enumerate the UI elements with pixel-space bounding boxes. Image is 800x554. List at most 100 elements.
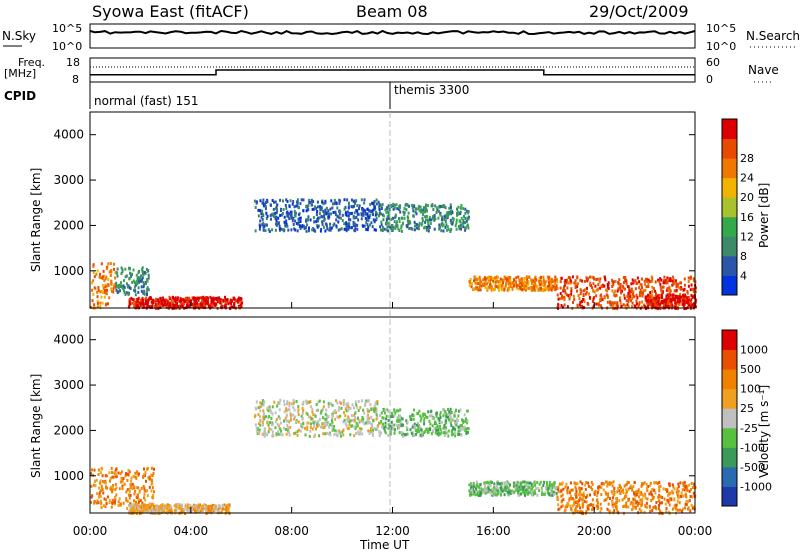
heatmap-cell: [618, 278, 621, 282]
heatmap-cell: [400, 431, 403, 435]
heatmap-cell: [633, 492, 636, 496]
colorbar-swatch: [722, 408, 737, 429]
heatmap-cell: [330, 199, 333, 203]
heatmap-cell: [632, 503, 635, 507]
heatmap-cell: [133, 299, 136, 303]
heatmap-cell: [355, 215, 358, 219]
heatmap-cell: [193, 506, 196, 510]
heatmap-cell: [133, 510, 136, 513]
heatmap-cell: [137, 508, 140, 512]
heatmap-cell: [534, 280, 537, 283]
heatmap-cell: [457, 414, 460, 418]
heatmap-cell: [151, 301, 154, 305]
heatmap-cell: [381, 416, 384, 420]
heatmap-cell: [638, 286, 641, 290]
heatmap-cell: [167, 299, 170, 303]
heatmap-cell: [309, 405, 312, 409]
heatmap-cell: [586, 279, 589, 283]
heatmap-cell: [117, 503, 120, 507]
heatmap-cell: [424, 225, 427, 229]
heatmap-cell: [473, 279, 475, 283]
heatmap-cell: [604, 498, 607, 502]
heatmap-cell: [331, 416, 334, 420]
heatmap-cell: [286, 400, 289, 404]
heatmap-cell: [115, 475, 118, 479]
heatmap-cell: [367, 429, 370, 433]
heatmap-cell: [330, 226, 333, 230]
heatmap-cell: [137, 496, 139, 500]
heatmap-cell: [474, 281, 477, 285]
heatmap-cell: [507, 279, 510, 283]
heatmap-cell: [280, 429, 283, 433]
time-tick-label: 00:00: [678, 524, 713, 538]
heatmap-cell: [265, 200, 267, 204]
heatmap-cell: [375, 428, 378, 431]
heatmap-cell: [484, 491, 487, 495]
heatmap-cell: [231, 299, 233, 303]
heatmap-cell: [107, 277, 110, 281]
heatmap-cell: [464, 211, 467, 215]
heatmap-cell: [147, 276, 150, 280]
heatmap-cell: [102, 269, 105, 273]
heatmap-cell: [101, 479, 104, 483]
heatmap-cell: [579, 300, 582, 304]
heatmap-cell: [451, 222, 454, 226]
heatmap-cell: [413, 426, 416, 430]
heatmap-cell: [138, 472, 140, 476]
heatmap-cell: [498, 285, 501, 289]
heatmap-cell: [572, 294, 575, 298]
heatmap-cell: [617, 486, 620, 490]
heatmap-cell: [668, 293, 671, 297]
heatmap-cell: [290, 213, 293, 217]
heatmap-cell: [557, 503, 560, 507]
heatmap-cell: [387, 217, 390, 221]
heatmap-cell: [353, 419, 356, 423]
heatmap-cell: [134, 506, 137, 510]
heatmap-cell: [662, 303, 665, 307]
heatmap-cell: [691, 506, 694, 510]
heatmap-cell: [96, 269, 99, 273]
heatmap-cell: [581, 502, 584, 506]
heatmap-cell: [551, 483, 554, 487]
heatmap-cell: [611, 285, 614, 288]
heatmap-cell: [368, 421, 371, 424]
heatmap-cell: [613, 502, 616, 506]
heatmap-cell: [543, 493, 546, 497]
heatmap-cell: [374, 213, 377, 217]
heatmap-cell: [638, 294, 641, 298]
heatmap-cell: [674, 294, 677, 298]
heatmap-cell: [444, 220, 447, 223]
heatmap-cell: [471, 490, 474, 494]
heatmap-cell: [304, 433, 307, 437]
heatmap-cell: [358, 427, 361, 431]
heatmap-cell: [462, 221, 465, 225]
heatmap-cell: [547, 279, 550, 283]
heatmap-cell: [257, 208, 260, 212]
heatmap-cell: [199, 506, 202, 510]
heatmap-cell: [447, 408, 449, 411]
heatmap-cell: [420, 431, 423, 435]
heatmap-cell: [677, 482, 680, 486]
heatmap-cell: [167, 509, 170, 513]
heatmap-cell: [116, 267, 119, 271]
velocity-colorbar-label: Velocity [m s⁻¹]: [757, 385, 771, 478]
heatmap-cell: [615, 504, 618, 508]
heatmap-cell: [523, 485, 526, 489]
heatmap-cell: [447, 434, 450, 438]
heatmap-cell: [581, 300, 583, 304]
heatmap-cell: [309, 426, 312, 429]
heatmap-cell: [275, 211, 278, 215]
heatmap-cell: [600, 297, 603, 301]
heatmap-cell: [672, 278, 675, 282]
heatmap-cell: [568, 491, 571, 495]
heatmap-cell: [141, 266, 144, 270]
heatmap-cell: [659, 484, 662, 488]
colorbar-tick-label: 1000: [740, 344, 768, 357]
heatmap-cell: [271, 228, 274, 232]
heatmap-cell: [532, 482, 535, 486]
heatmap-cell: [620, 486, 622, 490]
heatmap-cell: [592, 282, 595, 286]
heatmap-cell: [553, 481, 556, 485]
heatmap-cell: [316, 422, 319, 426]
heatmap-cell: [526, 492, 529, 496]
